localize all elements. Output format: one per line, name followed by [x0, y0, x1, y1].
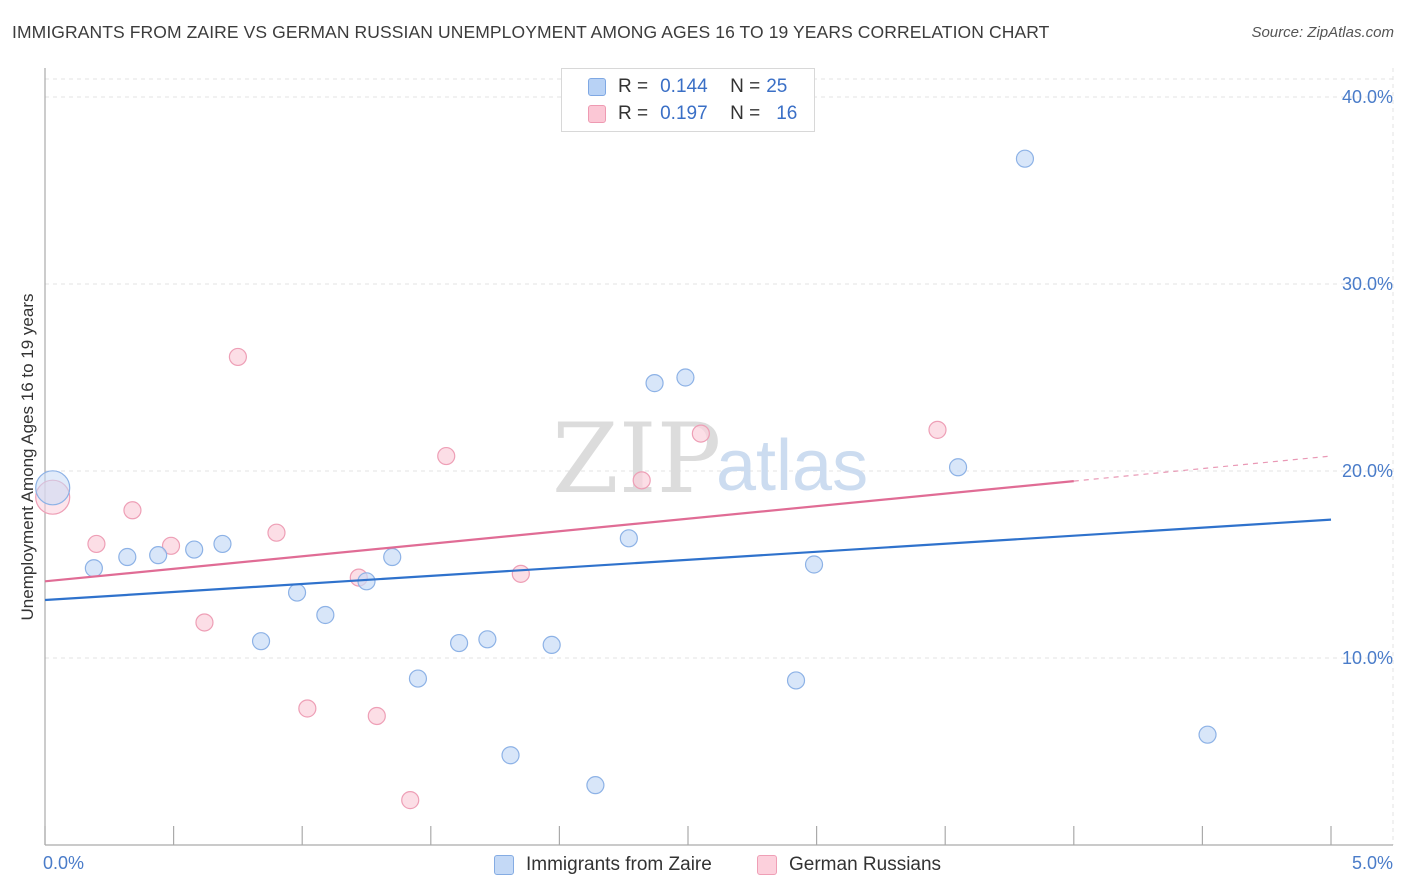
- legend-swatch-blue: [588, 78, 606, 96]
- watermark-atlas: atlas: [716, 426, 868, 506]
- point-german-russians: [123, 501, 142, 520]
- bottom-legend-zaire: Immigrants from Zaire: [494, 852, 712, 878]
- y-tick-label: 10.0%: [1342, 648, 1393, 668]
- point-immigrants-from-zaire: [1015, 149, 1035, 168]
- y-tick-label: 40.0%: [1342, 87, 1393, 107]
- legend-swatch-pink: [588, 105, 606, 123]
- legend-n-value: 25: [766, 76, 788, 97]
- point-german-russians: [161, 536, 181, 555]
- point-immigrants-from-zaire: [251, 632, 271, 651]
- legend-r-value: 0.144: [660, 76, 708, 97]
- point-immigrants-from-zaire: [316, 605, 335, 625]
- bottom-legend-label-zaire: Immigrants from Zaire: [526, 854, 712, 875]
- x-tick-label: 0.0%: [43, 853, 84, 873]
- point-german-russians: [298, 699, 317, 718]
- bottom-legend-swatch-blue: [494, 855, 514, 875]
- point-immigrants-from-zaire: [619, 529, 638, 548]
- legend-r-label: R =: [618, 103, 649, 124]
- legend-r-label: R =: [618, 76, 649, 97]
- trend-lines: [44, 455, 1332, 602]
- point-immigrants-from-zaire: [287, 583, 307, 602]
- trend-line-german-russians-extension: [1073, 455, 1332, 482]
- y-tick-label: 20.0%: [1342, 461, 1393, 481]
- point-immigrants-from-zaire: [645, 374, 664, 393]
- point-immigrants-from-zaire: [408, 669, 428, 688]
- point-immigrants-from-zaire: [84, 559, 103, 578]
- tick-labels: 10.0% 20.0% 30.0% 40.0% 0.0% 5.0%: [43, 87, 1393, 873]
- point-immigrants-from-zaire: [804, 555, 824, 574]
- source-label: Source: ZipAtlas.com: [1251, 24, 1394, 41]
- point-german-russians: [195, 613, 214, 632]
- legend-row-german-russians: R = 0.197 N = 16: [588, 101, 797, 127]
- point-german-russians: [267, 523, 286, 542]
- legend-n-value: 16: [776, 103, 798, 124]
- point-german-russians: [691, 424, 710, 443]
- legend: R = 0.144 N = 25 R = 0.197 N = 16: [561, 68, 815, 132]
- data-points: [35, 149, 1217, 810]
- point-german-russians: [367, 706, 386, 726]
- point-immigrants-from-zaire: [786, 671, 806, 690]
- watermark-zip: ZIP: [552, 403, 721, 515]
- chart-title: IMMIGRANTS FROM ZAIRE VS GERMAN RUSSIAN …: [12, 22, 1050, 42]
- point-immigrants-from-zaire: [1198, 725, 1217, 744]
- point-german-russians: [511, 564, 530, 583]
- bottom-legend-swatch-pink: [757, 855, 777, 875]
- point-immigrants-from-zaire: [213, 534, 232, 554]
- point-immigrants-from-zaire: [586, 776, 605, 795]
- y-tick-label: 30.0%: [1342, 274, 1393, 294]
- point-german-russians: [228, 347, 247, 367]
- legend-row-zaire: R = 0.144 N = 25: [588, 74, 787, 100]
- gridlines: [45, 68, 1394, 845]
- bottom-legend-label-german-russians: German Russians: [789, 854, 942, 875]
- point-immigrants-from-zaire: [35, 470, 71, 506]
- point-immigrants-from-zaire: [948, 458, 968, 477]
- legend-r-value: 0.197: [660, 103, 708, 124]
- point-immigrants-from-zaire: [383, 547, 402, 567]
- point-immigrants-from-zaire: [501, 746, 520, 765]
- x-tick-label: 5.0%: [1352, 853, 1393, 873]
- point-german-russians: [437, 446, 456, 466]
- legend-n-label: N =: [730, 103, 761, 124]
- axes: [44, 68, 1393, 846]
- point-immigrants-from-zaire: [149, 546, 168, 565]
- point-immigrants-from-zaire: [449, 633, 469, 653]
- trend-line-zaire: [44, 518, 1332, 602]
- point-german-russians: [928, 420, 947, 439]
- point-immigrants-from-zaire: [478, 630, 497, 649]
- point-immigrants-from-zaire: [542, 635, 561, 655]
- point-immigrants-from-zaire: [676, 368, 695, 387]
- point-german-russians: [401, 791, 420, 810]
- point-german-russians: [87, 534, 106, 554]
- trend-line-german-russians: [44, 480, 1074, 583]
- point-german-russians: [632, 471, 651, 490]
- point-immigrants-from-zaire: [185, 540, 204, 559]
- bottom-legend-german-russians: German Russians: [757, 852, 941, 878]
- point-immigrants-from-zaire: [118, 547, 137, 567]
- legend-n-label: N =: [730, 76, 761, 97]
